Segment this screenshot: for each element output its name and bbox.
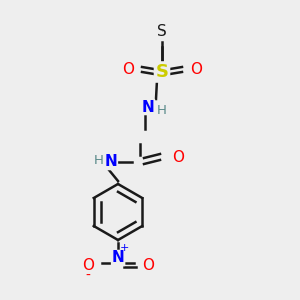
Text: N: N — [105, 154, 117, 169]
Text: +: + — [119, 243, 129, 253]
Text: O: O — [172, 149, 184, 164]
Text: N: N — [112, 250, 124, 266]
Text: O: O — [82, 259, 94, 274]
Text: S: S — [155, 63, 169, 81]
Text: O: O — [122, 61, 134, 76]
Text: S: S — [157, 25, 167, 40]
Text: -: - — [85, 269, 90, 283]
Text: N: N — [142, 100, 154, 115]
Text: H: H — [157, 104, 167, 118]
Text: O: O — [142, 259, 154, 274]
Text: O: O — [190, 61, 202, 76]
Text: H: H — [94, 154, 104, 166]
